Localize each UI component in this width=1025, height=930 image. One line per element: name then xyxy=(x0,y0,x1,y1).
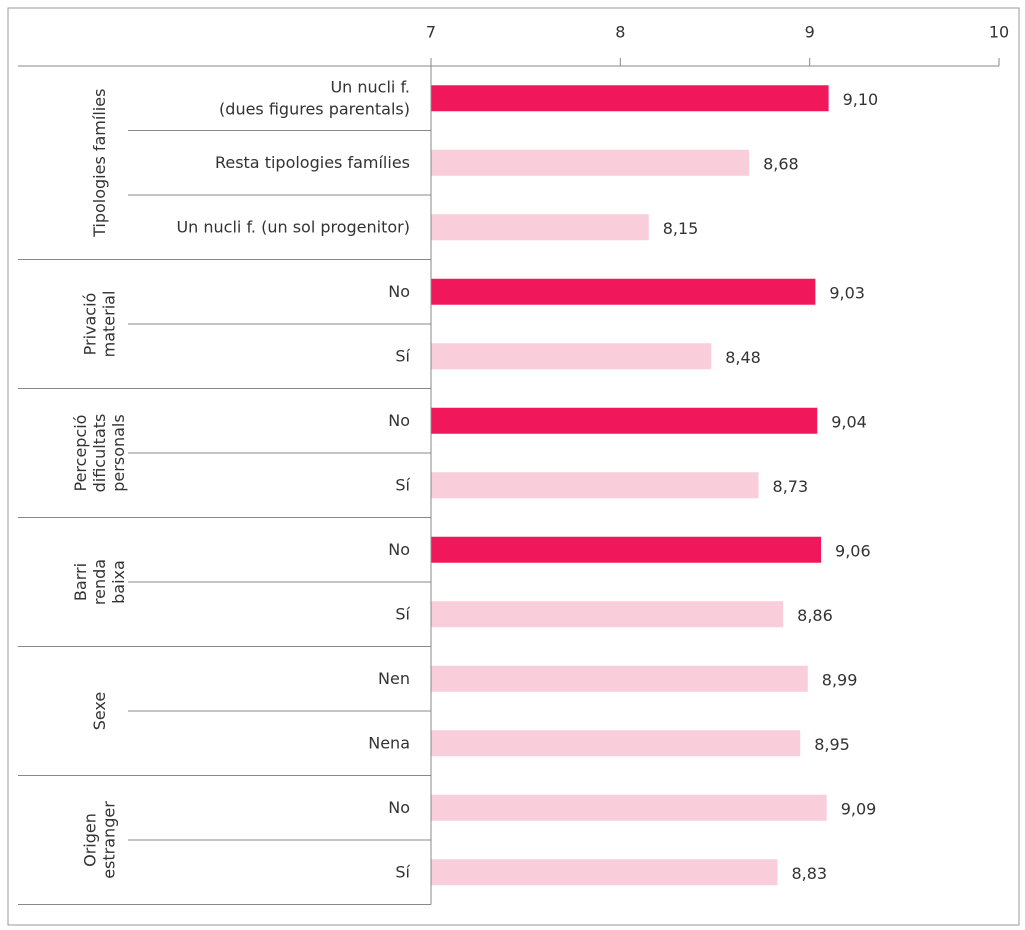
category-label: No xyxy=(388,539,410,558)
bar xyxy=(431,214,649,241)
value-label: 8,15 xyxy=(663,219,699,238)
category-label: Resta tipologies famílies xyxy=(215,152,410,171)
value-label: 8,83 xyxy=(791,864,827,883)
group-label: Origenestranger xyxy=(80,801,118,879)
value-label: 9,10 xyxy=(843,90,879,109)
value-label: 8,99 xyxy=(822,670,858,689)
category-label: Sí xyxy=(395,346,410,365)
category-label: Nen xyxy=(378,668,410,687)
value-label: 9,09 xyxy=(841,799,877,818)
value-label: 9,03 xyxy=(829,283,865,302)
bar xyxy=(431,472,759,499)
x-tick-label: 10 xyxy=(989,23,1009,42)
bar xyxy=(431,149,750,176)
category-label: No xyxy=(388,410,410,429)
bar xyxy=(431,407,818,434)
category-label: Un nucli f. (dues figures parentals) xyxy=(219,77,410,118)
category-label: Sí xyxy=(395,475,410,494)
category-label: Sí xyxy=(395,862,410,881)
value-label: 8,73 xyxy=(773,477,809,496)
frame xyxy=(7,7,1020,926)
bar xyxy=(431,665,808,692)
bar xyxy=(431,601,784,628)
category-label: Nena xyxy=(368,733,410,752)
bar xyxy=(431,536,822,563)
category-label: Un nucli f. (un sol progenitor) xyxy=(176,217,410,236)
value-label: 9,06 xyxy=(835,541,871,560)
group-label: Percepciódificultatspersonals xyxy=(71,414,128,493)
x-tick-label: 9 xyxy=(805,23,815,42)
value-label: 8,95 xyxy=(814,735,850,754)
bar xyxy=(431,730,801,757)
bar xyxy=(431,794,827,821)
value-label: 8,86 xyxy=(797,606,833,625)
category-label: Sí xyxy=(395,604,410,623)
category-label: No xyxy=(388,281,410,300)
group-label: Privaciómaterial xyxy=(80,291,118,358)
group-label: Sexe xyxy=(90,692,109,731)
bar xyxy=(431,859,778,886)
group-label: Tipologies famílies xyxy=(90,89,109,238)
value-label: 8,48 xyxy=(725,348,761,367)
x-tick-label: 8 xyxy=(615,23,625,42)
bar xyxy=(431,343,712,370)
category-label: No xyxy=(388,797,410,816)
x-tick-label: 7 xyxy=(426,23,436,42)
bar xyxy=(431,85,829,112)
bar xyxy=(431,278,816,305)
value-label: 9,04 xyxy=(831,412,867,431)
value-label: 8,68 xyxy=(763,154,799,173)
group-label: Barrirendabaixa xyxy=(71,559,128,605)
